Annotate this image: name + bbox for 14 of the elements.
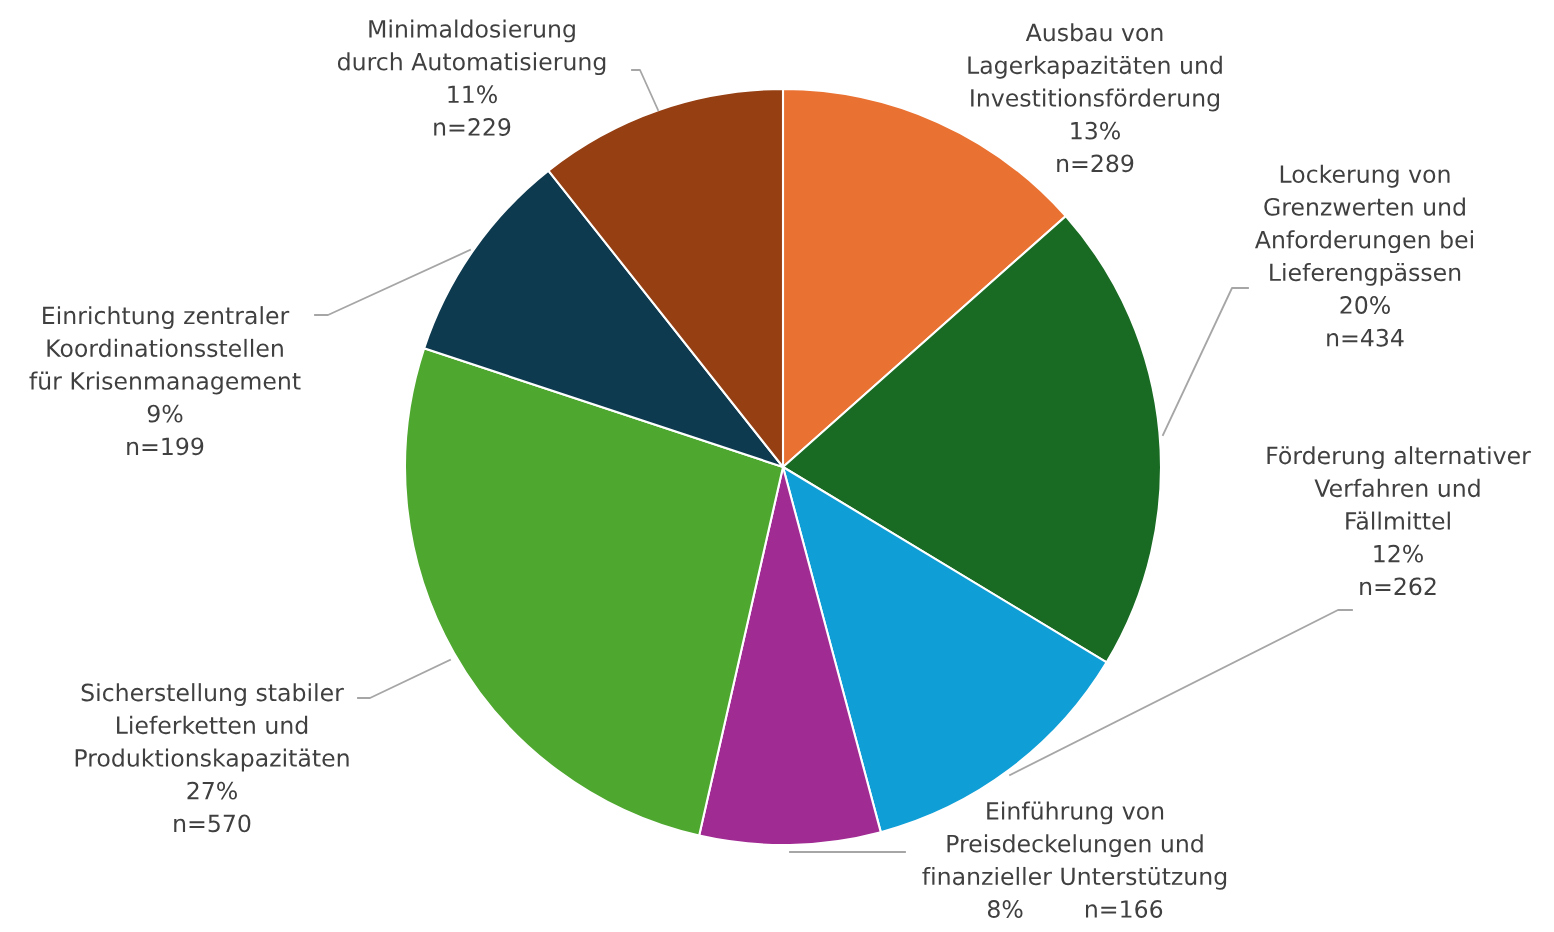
slice-label: Sicherstellung stabiler Lieferketten und Produktionskapazitäten <box>75 683 349 772</box>
data-label: 13% n=289 <box>1057 121 1134 173</box>
data-label: 8% n=166 <box>987 900 1163 918</box>
slice-label: Förderung alternativer Verfahren und Fällmittel <box>1267 446 1531 530</box>
data-label: 12% n=262 <box>1360 544 1436 596</box>
data-label: 9% n=199 <box>127 404 204 456</box>
slice-label: Minimaldosierung durch Automatisierung <box>337 19 606 76</box>
data-label: 11% n=229 <box>434 85 511 136</box>
slice-label: Ausbau von Lagerkapazitäten und Investitionsförderung <box>968 23 1222 112</box>
data-label: 27% n=570 <box>174 781 251 833</box>
data-label: 20% n=434 <box>1327 296 1404 347</box>
slice-label: Einführung von Preisdeckelungen und finanzieller Unterstützung <box>922 801 1227 890</box>
slice-label: Einrichtung zentraler Koordinationsstellen für Krisenmanagement <box>29 306 301 395</box>
slice-label: Lockerung von Grenzwerten und Anforderungen bei Lieferengpässen <box>1254 164 1473 286</box>
